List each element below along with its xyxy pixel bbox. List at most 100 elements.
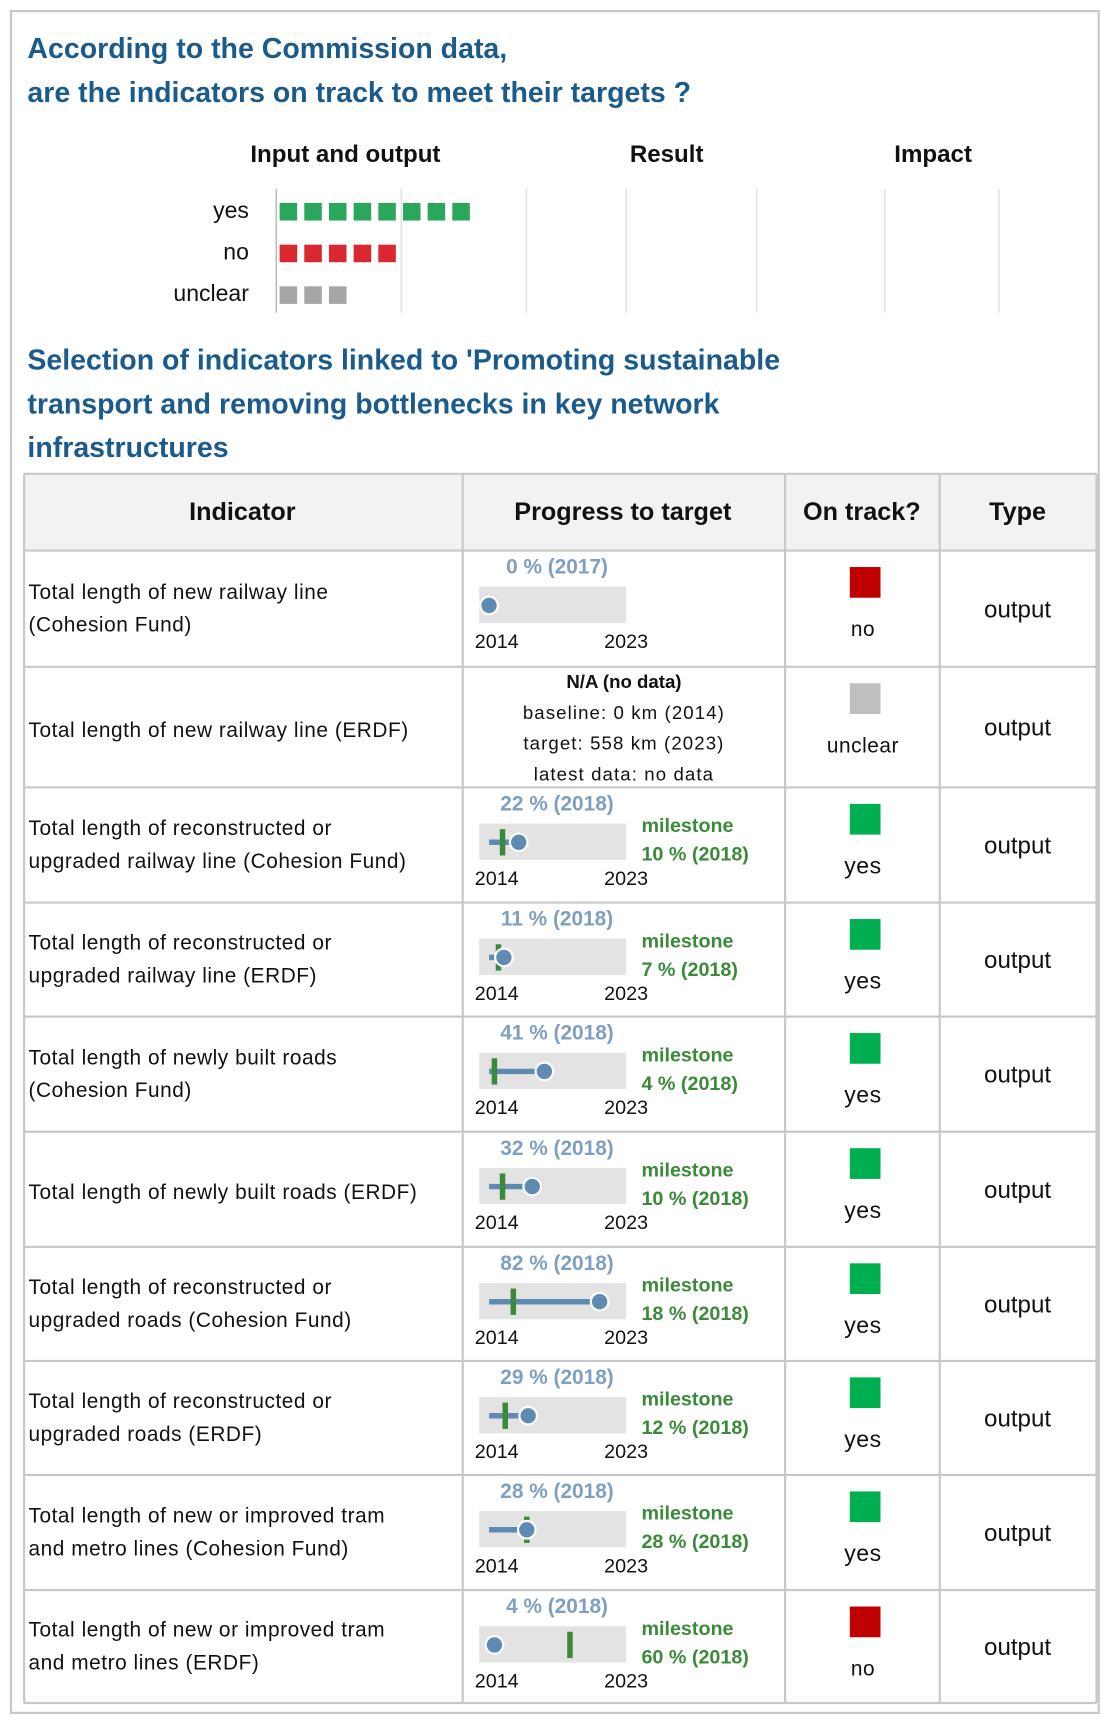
milestone-word: milestone xyxy=(641,930,733,952)
milestone-label: 10 % (2018) xyxy=(641,1188,748,1210)
status: yes xyxy=(844,1082,881,1108)
status: no xyxy=(851,1658,875,1681)
table-header: On track? xyxy=(803,498,921,526)
type: output xyxy=(984,1406,1051,1433)
category-label: yes xyxy=(213,197,249,223)
axis-start: 2014 xyxy=(475,868,519,890)
status-square xyxy=(849,1606,881,1638)
indicator: (Cohesion Fund) xyxy=(29,1079,192,1102)
count-squares xyxy=(279,286,347,304)
progress-dot xyxy=(522,1176,543,1197)
status: no xyxy=(851,618,875,641)
axis-end: 2023 xyxy=(604,983,648,1005)
milestone-word: milestone xyxy=(641,1044,733,1066)
milestone-tick xyxy=(567,1631,573,1659)
axis-end: 2023 xyxy=(604,868,648,890)
axis-start: 2014 xyxy=(475,1212,519,1234)
title: are the indicators on track to meet thei… xyxy=(27,77,691,109)
column-header: Result xyxy=(630,141,704,168)
milestone-word: milestone xyxy=(641,1159,733,1181)
status-square xyxy=(849,919,881,950)
milestone-tick xyxy=(499,1173,506,1200)
status-square xyxy=(849,567,881,598)
axis-start: 2014 xyxy=(475,1441,519,1463)
milestone-label: 12 % (2018) xyxy=(641,1417,748,1439)
table-header: Indicator xyxy=(189,498,296,526)
progress-label: 82 % (2018) xyxy=(500,1252,613,1275)
status-square xyxy=(849,1033,881,1064)
milestone-label: 28 % (2018) xyxy=(641,1531,748,1553)
progress-dot xyxy=(534,1061,555,1082)
axis-start: 2014 xyxy=(475,1327,519,1349)
status-square xyxy=(849,1491,881,1523)
milestone-word: milestone xyxy=(641,1618,733,1640)
table-header: Type xyxy=(989,498,1046,526)
progress-dot xyxy=(508,832,529,853)
indicator: upgraded roads (Cohesion Fund) xyxy=(29,1309,352,1332)
type: output xyxy=(984,1520,1051,1547)
status-square xyxy=(849,683,881,714)
axis-end: 2023 xyxy=(604,631,648,653)
table-header-bg xyxy=(24,473,1097,551)
status: yes xyxy=(844,1312,881,1338)
type: output xyxy=(984,1177,1051,1204)
milestone-label: 4 % (2018) xyxy=(641,1073,737,1095)
axis-start: 2014 xyxy=(475,983,519,1005)
progress-dot xyxy=(484,1635,505,1655)
milestone-tick xyxy=(499,829,506,856)
indicator: Total length of reconstructed or xyxy=(29,1276,333,1299)
count-square xyxy=(304,244,322,263)
title: According to the Commission data, xyxy=(27,33,507,65)
indicator: upgraded railway line (ERDF) xyxy=(29,965,318,988)
count-square xyxy=(279,244,298,263)
indicator: Total length of reconstructed or xyxy=(29,817,333,840)
progress-label: 28 % (2018) xyxy=(500,1480,613,1503)
status: yes xyxy=(844,1197,881,1223)
count-squares xyxy=(279,202,470,221)
indicator: Total length of new or improved tram xyxy=(29,1505,386,1528)
milestone-label: 7 % (2018) xyxy=(641,959,737,981)
milestone-tick xyxy=(502,1402,508,1429)
indicator: Total length of newly built roads xyxy=(29,1046,338,1069)
count-square xyxy=(279,202,298,221)
axis-end: 2023 xyxy=(604,1670,648,1692)
status-square xyxy=(849,803,881,835)
axis-start: 2014 xyxy=(475,1670,519,1692)
type: output xyxy=(984,1062,1051,1089)
count-square xyxy=(378,202,396,221)
progress-dot xyxy=(589,1291,610,1312)
indicator: (Cohesion Fund) xyxy=(29,614,192,637)
indicator: Total length of new or improved tram xyxy=(29,1619,386,1642)
overview-grid xyxy=(400,188,1000,313)
category-label: no xyxy=(223,239,249,265)
progress-dot xyxy=(516,1519,537,1540)
section-title: Selection of indicators linked to 'Promo… xyxy=(27,345,780,377)
note: N/A (no data) xyxy=(566,671,681,692)
type: output xyxy=(984,833,1051,860)
progress-label: 11 % (2018) xyxy=(501,908,613,931)
count-squares xyxy=(279,244,396,263)
note: latest data: no data xyxy=(534,763,714,784)
progress-label: 29 % (2018) xyxy=(500,1366,613,1389)
indicator: Total length of reconstructed or xyxy=(29,932,333,955)
type: output xyxy=(984,1291,1051,1318)
axis-end: 2023 xyxy=(604,1097,648,1119)
axis-end: 2023 xyxy=(604,1327,648,1349)
progress-label: 0 % (2017) xyxy=(506,556,608,579)
table-header: Progress to target xyxy=(514,498,732,526)
status: yes xyxy=(844,853,881,879)
indicator: Total length of new railway line xyxy=(29,581,329,604)
milestone-label: 60 % (2018) xyxy=(641,1646,748,1668)
milestone-word: milestone xyxy=(641,815,733,837)
indicator: upgraded railway line (Cohesion Fund) xyxy=(29,850,407,873)
type: output xyxy=(984,947,1051,974)
axis-end: 2023 xyxy=(604,1441,648,1463)
indicator: and metro lines (Cohesion Fund) xyxy=(29,1538,349,1561)
progress-label: 32 % (2018) xyxy=(500,1137,613,1160)
milestone-word: milestone xyxy=(641,1275,733,1297)
section-title: infrastructures xyxy=(27,432,228,464)
count-square xyxy=(328,244,347,263)
section-title: transport and removing bottlenecks in ke… xyxy=(27,388,719,420)
indicator: and metro lines (ERDF) xyxy=(29,1652,260,1675)
